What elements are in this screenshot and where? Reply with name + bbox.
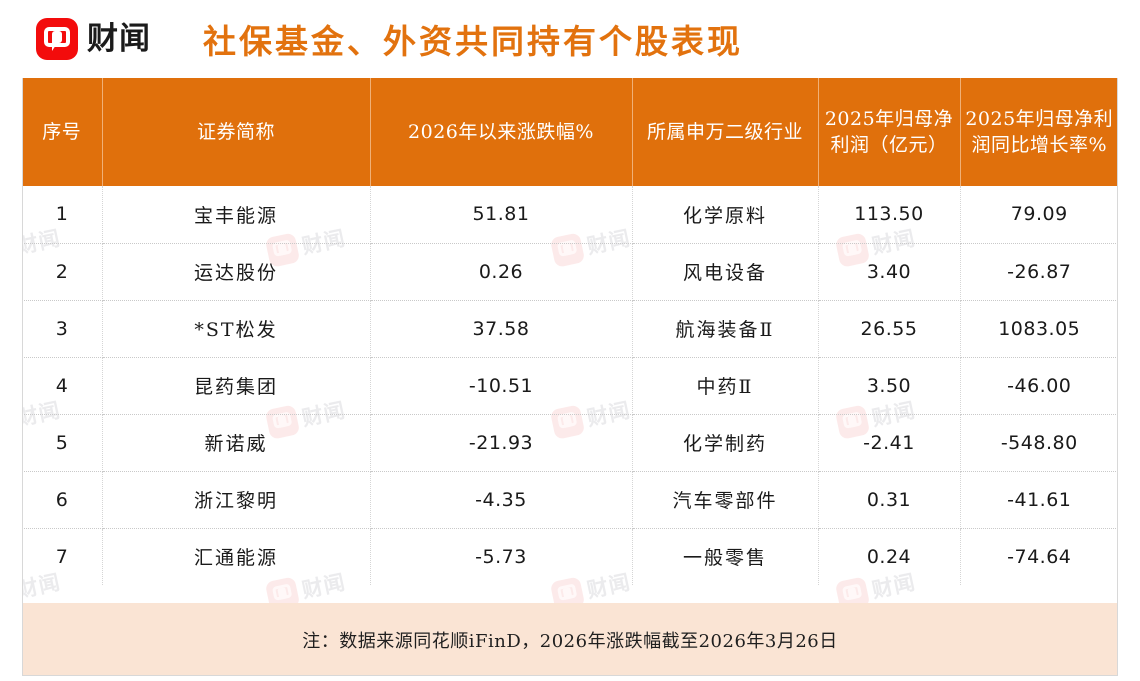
cell-change-pct: -21.93 — [370, 414, 633, 472]
page-header: 财闻 社保基金、外资共同持有个股表现 — [0, 0, 1140, 78]
column-header-name: 证券简称 — [102, 78, 371, 186]
cell-index: 5 — [22, 414, 103, 472]
cell-change-pct: 37.58 — [370, 300, 633, 358]
cell-net-profit: 113.50 — [818, 186, 961, 244]
column-header-industry: 所属申万二级行业 — [632, 78, 819, 186]
chat-bubble-icon — [36, 18, 78, 60]
cell-name: 运达股份 — [102, 243, 371, 301]
column-header-change-pct: 2026年以来涨跌幅% — [370, 78, 633, 186]
table-header-row: 序号 证券简称 2026年以来涨跌幅% 所属申万二级行业 2025年归母净利润（… — [22, 78, 1118, 186]
cell-yoy-growth: -46.00 — [960, 357, 1118, 415]
cell-net-profit: 0.31 — [818, 471, 961, 529]
cell-net-profit: 3.40 — [818, 243, 961, 301]
column-header-index: 序号 — [22, 78, 103, 186]
cell-industry: 中药Ⅱ — [632, 357, 819, 415]
cell-index: 2 — [22, 243, 103, 301]
cell-index: 3 — [22, 300, 103, 358]
cell-net-profit: 26.55 — [818, 300, 961, 358]
cell-yoy-growth: -74.64 — [1007, 545, 1072, 568]
column-header-net-profit: 2025年归母净利润（亿元） — [818, 78, 961, 186]
cell-net-profit: -2.41 — [818, 414, 961, 472]
table-row: 4 昆药集团 -10.51 中药Ⅱ 3.50 -46.00 — [22, 357, 1118, 415]
cell-industry: 化学制药 — [632, 414, 819, 472]
cell-name: 昆药集团 — [102, 357, 371, 415]
cell-change-pct: 51.81 — [370, 186, 633, 244]
table-row: 2 运达股份 0.26 风电设备 3.40 -26.87 — [22, 243, 1118, 301]
cell-yoy-growth: -26.87 — [960, 243, 1118, 301]
table-row: 3 *ST松发 37.58 航海装备Ⅱ 26.55 1083.05 — [22, 300, 1118, 358]
cell-industry: 航海装备Ⅱ — [632, 300, 819, 358]
table-row: 5 新诺威 -21.93 化学制药 -2.41 -548.80 — [22, 414, 1118, 472]
column-header-yoy-growth: 2025年归母净利润同比增长率% — [960, 78, 1118, 186]
cell-name: 新诺威 — [102, 414, 371, 472]
cell-name: 浙江黎明 — [102, 471, 371, 529]
cell-yoy-growth: -548.80 — [960, 414, 1118, 472]
cell-industry: 汽车零部件 — [632, 471, 819, 529]
cell-yoy-growth: 79.09 — [960, 186, 1118, 244]
footer-note-text: 注：数据来源同花顺iFinD，2026年涨跌幅截至2026年3月26日 — [302, 630, 838, 652]
cell-name: 汇通能源 — [102, 528, 371, 585]
cell-change-pct: 0.26 — [370, 243, 633, 301]
table-row: 6 浙江黎明 -4.35 汽车零部件 0.31 -41.61 — [22, 471, 1118, 529]
footer-note: 注：数据来源同花顺iFinD，2026年涨跌幅截至2026年3月26日 — [22, 603, 1118, 676]
cell-industry: 一般零售 — [632, 528, 819, 585]
page-title: 社保基金、外资共同持有个股表现 — [203, 22, 743, 61]
cell-net-profit: 0.24 — [818, 528, 961, 585]
cell-yoy-growth: 1083.05 — [960, 300, 1118, 358]
cell-index: 4 — [22, 357, 103, 415]
cell-index: 7 — [22, 528, 103, 585]
table-row: 7 汇通能源 -5.73 一般零售 0.24 -74.64 — [22, 528, 1118, 585]
cell-change-pct: -10.51 — [370, 357, 633, 415]
table-body: 1 宝丰能源 51.81 化学原料 113.50 79.09 2 运达股份 0.26 风电设备 3.… — [22, 186, 1118, 585]
cell-industry: 风电设备 — [632, 243, 819, 301]
cell-yoy-growth: -41.61 — [960, 471, 1118, 529]
cell-index: 1 — [22, 186, 103, 244]
cell-change-pct: -5.73 — [370, 528, 633, 585]
cell-net-profit: 3.50 — [818, 357, 961, 415]
cell-industry: 化学原料 — [632, 186, 819, 244]
brand-logo: 财闻 — [36, 18, 151, 60]
cell-change-pct: -4.35 — [370, 471, 633, 529]
table-row: 1 宝丰能源 51.81 化学原料 113.50 79.09 — [22, 186, 1118, 244]
cell-index: 6 — [22, 471, 103, 529]
cell-name: *ST松发 — [102, 300, 371, 358]
cell-name: 宝丰能源 — [102, 186, 371, 244]
brand-name: 财闻 — [87, 20, 151, 57]
stock-performance-table: 序号 证券简称 2026年以来涨跌幅% 所属申万二级行业 2025年归母净利润（… — [22, 78, 1118, 585]
